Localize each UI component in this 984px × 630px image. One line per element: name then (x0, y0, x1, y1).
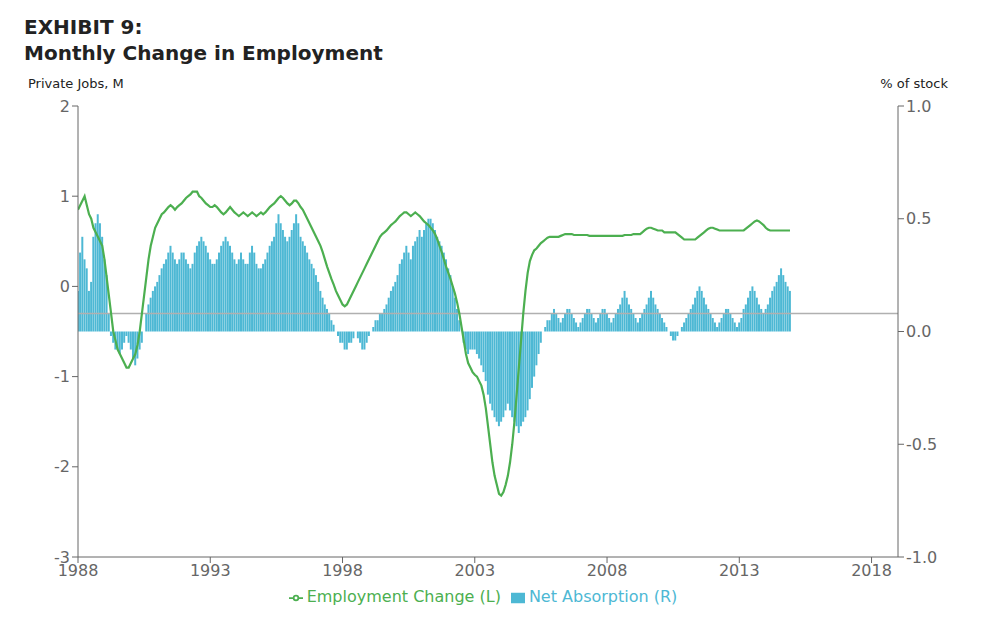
svg-text:0: 0 (60, 277, 70, 296)
html-text:Employment Change (L): Employment Change (L) (306, 587, 501, 606)
svg-text:-1.0: -1.0 (906, 548, 937, 567)
svg-text:2013: 2013 (719, 561, 760, 580)
svg-text:1.0: 1.0 (906, 97, 931, 116)
svg-text:2: 2 (60, 97, 70, 116)
svg-text:2008: 2008 (587, 561, 628, 580)
svg-text:0.0: 0.0 (906, 322, 931, 341)
html-text:Net Absorption (R): Net Absorption (R) (528, 587, 678, 606)
svg-text:1993: 1993 (190, 561, 231, 580)
html-text:Monthly Change in Employment: Monthly Change in Employment (24, 41, 383, 65)
svg-text:1988: 1988 (57, 561, 99, 581)
svg-text:-2: -2 (54, 457, 70, 476)
svg-text:1: 1 (60, 187, 70, 206)
svg-text:-1: -1 (54, 367, 70, 386)
svg-text:1998: 1998 (322, 561, 363, 580)
svg-text:2018: 2018 (851, 561, 892, 580)
svg-text:-0.5: -0.5 (906, 435, 937, 454)
html-text:Private Jobs, M: Private Jobs, M (28, 76, 124, 91)
html-text:% of stock: % of stock (880, 76, 948, 91)
svg-text:-3: -3 (54, 548, 70, 567)
svg-text:0.5: 0.5 (906, 209, 931, 228)
svg-text:2003: 2003 (454, 561, 495, 580)
html-text:EXHIBIT 9:: EXHIBIT 9: (24, 15, 143, 39)
